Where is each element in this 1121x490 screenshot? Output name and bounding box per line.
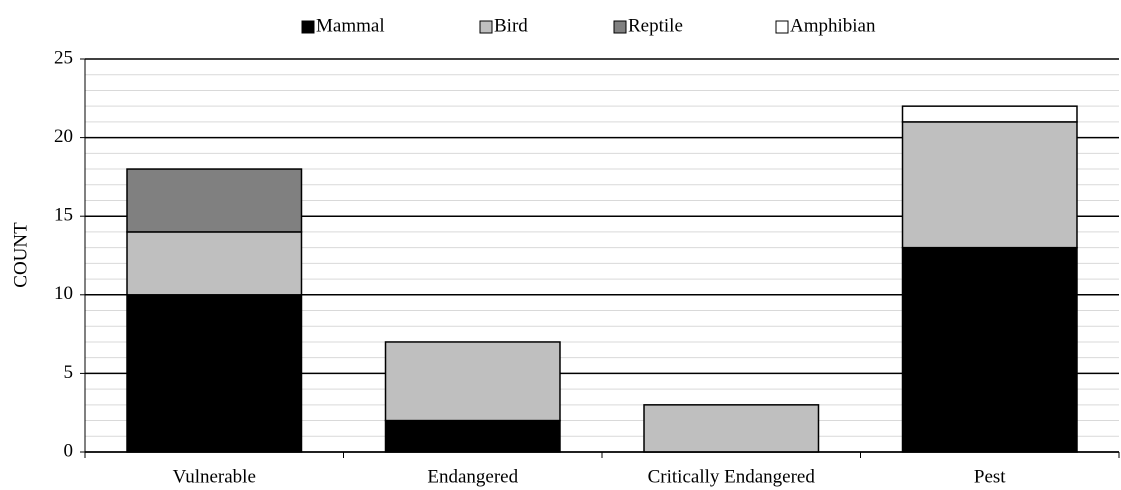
bar-segment [126,231,303,296]
bar-segment [126,294,303,453]
y-tick-label: 10 [54,283,73,304]
x-tick-label: Pest [974,466,1006,487]
legend-label: Mammal [316,15,385,36]
bar-segment [126,168,303,233]
y-tick-label: 15 [54,205,73,226]
legend-label: Bird [494,15,528,36]
x-tick-label: Endangered [427,466,518,487]
x-tick-label: Vulnerable [173,466,256,487]
x-tick-label: Critically Endangered [648,466,816,487]
bar-segment [901,121,1078,249]
legend-swatch [613,20,627,34]
bar-segment [384,419,561,453]
legend-swatch [775,20,789,34]
bar-segment [901,246,1078,453]
y-tick-label: 25 [54,47,73,68]
legend-label: Amphibian [790,15,876,36]
y-tick-label: 5 [64,362,74,383]
bar-segment [643,404,820,453]
bar-segment [901,105,1078,123]
legend-swatch [479,20,493,34]
y-axis-label: COUNT [10,222,31,288]
y-tick-label: 0 [64,440,74,461]
bar-segment [384,341,561,422]
legend-swatch [301,20,315,34]
legend-label: Reptile [628,15,683,36]
y-tick-label: 20 [54,126,73,147]
